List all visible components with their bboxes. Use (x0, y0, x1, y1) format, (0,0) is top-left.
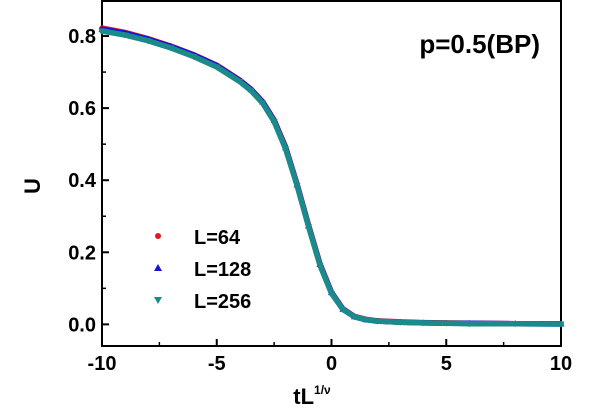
series-line (99, 25, 564, 327)
data-point (213, 64, 221, 71)
data-point (350, 314, 358, 321)
data-point (328, 290, 335, 297)
legend-label: L=128 (194, 259, 251, 281)
data-point (442, 320, 450, 327)
data-point (190, 54, 198, 61)
data-point (247, 88, 255, 95)
x-tick-label: 10 (550, 353, 572, 375)
data-point (362, 317, 370, 324)
legend-label: L=256 (194, 291, 251, 313)
y-axis-ticks: 0.0 0.2 0.4 0.6 0.8 (68, 0, 109, 336)
x-axis-ticks: -10 -5 0 5 10 (88, 339, 572, 375)
x-axis-label-superscript: 1/ν (314, 383, 331, 397)
chart-annotation: p=0.5(BP) (419, 29, 540, 59)
y-tick-label: 0.6 (68, 98, 96, 120)
data-point (339, 307, 347, 314)
legend: L=64 L=128 L=256 (154, 227, 251, 313)
data-point (98, 28, 106, 35)
x-tick-label: -5 (208, 353, 226, 375)
data-point (270, 118, 278, 125)
data-point (293, 183, 301, 190)
data-point (557, 321, 565, 328)
y-tick-label: 0.2 (68, 242, 96, 264)
series-line (99, 28, 564, 327)
y-tick-label: 0.8 (68, 26, 96, 48)
legend-marker (154, 297, 162, 304)
data-point (511, 321, 519, 328)
series-l-64 (99, 25, 564, 327)
legend-marker (155, 233, 161, 239)
y-tick-label: 0.0 (68, 314, 96, 336)
x-axis-label-main: tL (293, 384, 314, 409)
data-point (465, 321, 473, 328)
data-point (419, 320, 427, 327)
series-l-128 (98, 25, 565, 327)
data-point (121, 32, 129, 39)
y-tick-label: 0.4 (68, 170, 97, 192)
x-tick-label: 5 (441, 353, 452, 375)
data-point (305, 224, 313, 231)
data-point (144, 38, 152, 45)
data-point (236, 78, 244, 85)
data-point (316, 262, 324, 269)
x-axis-label: tL1/ν (293, 383, 331, 409)
x-tick-label: 0 (326, 353, 337, 375)
data-point (259, 100, 267, 107)
series-l-256 (98, 28, 565, 328)
data-point (282, 146, 290, 153)
x-tick-label: -10 (88, 353, 117, 375)
series-line (99, 26, 564, 327)
data-point (396, 319, 404, 326)
legend-marker (154, 264, 162, 271)
series-layer (98, 25, 565, 328)
y-axis-label: U (20, 178, 45, 194)
data-point (167, 45, 175, 52)
data-point (373, 318, 381, 325)
legend-label: L=64 (194, 227, 241, 249)
